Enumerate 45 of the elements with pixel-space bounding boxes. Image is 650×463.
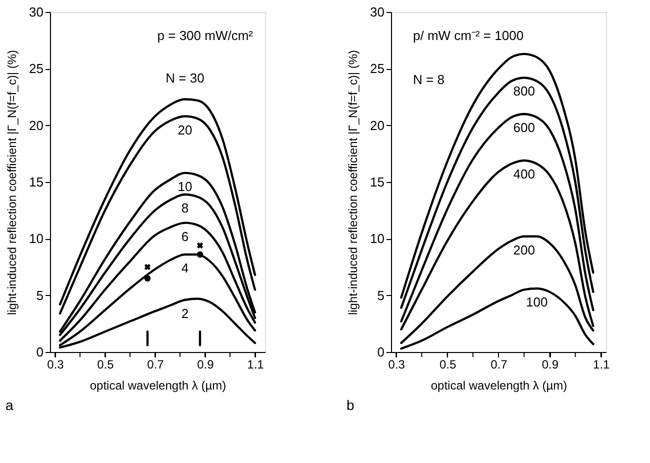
annotation: 200 (513, 242, 535, 258)
annotation: 10 (178, 178, 192, 194)
annotation: 400 (513, 166, 535, 182)
annotation: p = 300 mW/cm² (157, 28, 254, 43)
annotation: 600 (513, 120, 535, 135)
y-tick-label: 10 (370, 231, 384, 246)
y-tick-label: 30 (29, 4, 44, 20)
y-tick-label: 20 (370, 118, 384, 133)
y-axis-title: light-induced reflection coefficient |Γ_N(f=f_c)| (%) (5, 50, 20, 316)
y-tick-label: 15 (370, 174, 384, 190)
x-tick-label: 0.3 (388, 358, 406, 372)
x-tick-label: 0.9 (542, 358, 559, 372)
y-tick-label: 0 (377, 344, 384, 360)
y-tick-label: 5 (377, 288, 384, 303)
x-tick-label: 1.1 (593, 358, 610, 372)
x-tick-label: 0.7 (490, 358, 508, 372)
annotation: p/ mW cm⁻² = 1000 (413, 28, 524, 43)
y-tick-label: 30 (370, 4, 384, 20)
annotation: 20 (178, 122, 192, 138)
y-axis-title: light-induced reflection coefficient |Γ_N(f=f_c)| (%) (346, 50, 360, 316)
x-tick-label: 0.5 (439, 358, 456, 372)
annotation: N = 30 (166, 70, 204, 86)
y-tick-label: 25 (29, 61, 44, 76)
y-tick-label: 25 (370, 61, 384, 76)
x-tick-label: 0.5 (97, 358, 114, 372)
annotation: N = 8 (413, 72, 444, 87)
y-tick-label: 15 (29, 174, 44, 190)
x-tick-label: 1.1 (247, 358, 264, 372)
y-tick-label: 20 (29, 118, 44, 133)
annotation: 100 (526, 294, 548, 310)
x-tick-label: 0.3 (47, 358, 64, 372)
text: b (346, 397, 355, 413)
y-tick-label: 5 (36, 288, 44, 303)
y-tick-label: 10 (29, 231, 44, 246)
x-tick-label: 0.9 (197, 358, 214, 372)
x-axis-title: optical wavelength λ (µm) (90, 378, 226, 392)
annotation: 4 (181, 260, 189, 276)
y-tick-label: 0 (36, 344, 44, 360)
text: a (6, 397, 14, 413)
annotation: 6 (181, 228, 189, 244)
annotation: 2 (181, 306, 189, 321)
x-tick-label: 0.7 (147, 358, 164, 372)
annotation: 8 (181, 200, 189, 216)
annotation: 800 (513, 84, 535, 99)
x-axis-title: optical wavelength λ (µm) (430, 378, 568, 392)
